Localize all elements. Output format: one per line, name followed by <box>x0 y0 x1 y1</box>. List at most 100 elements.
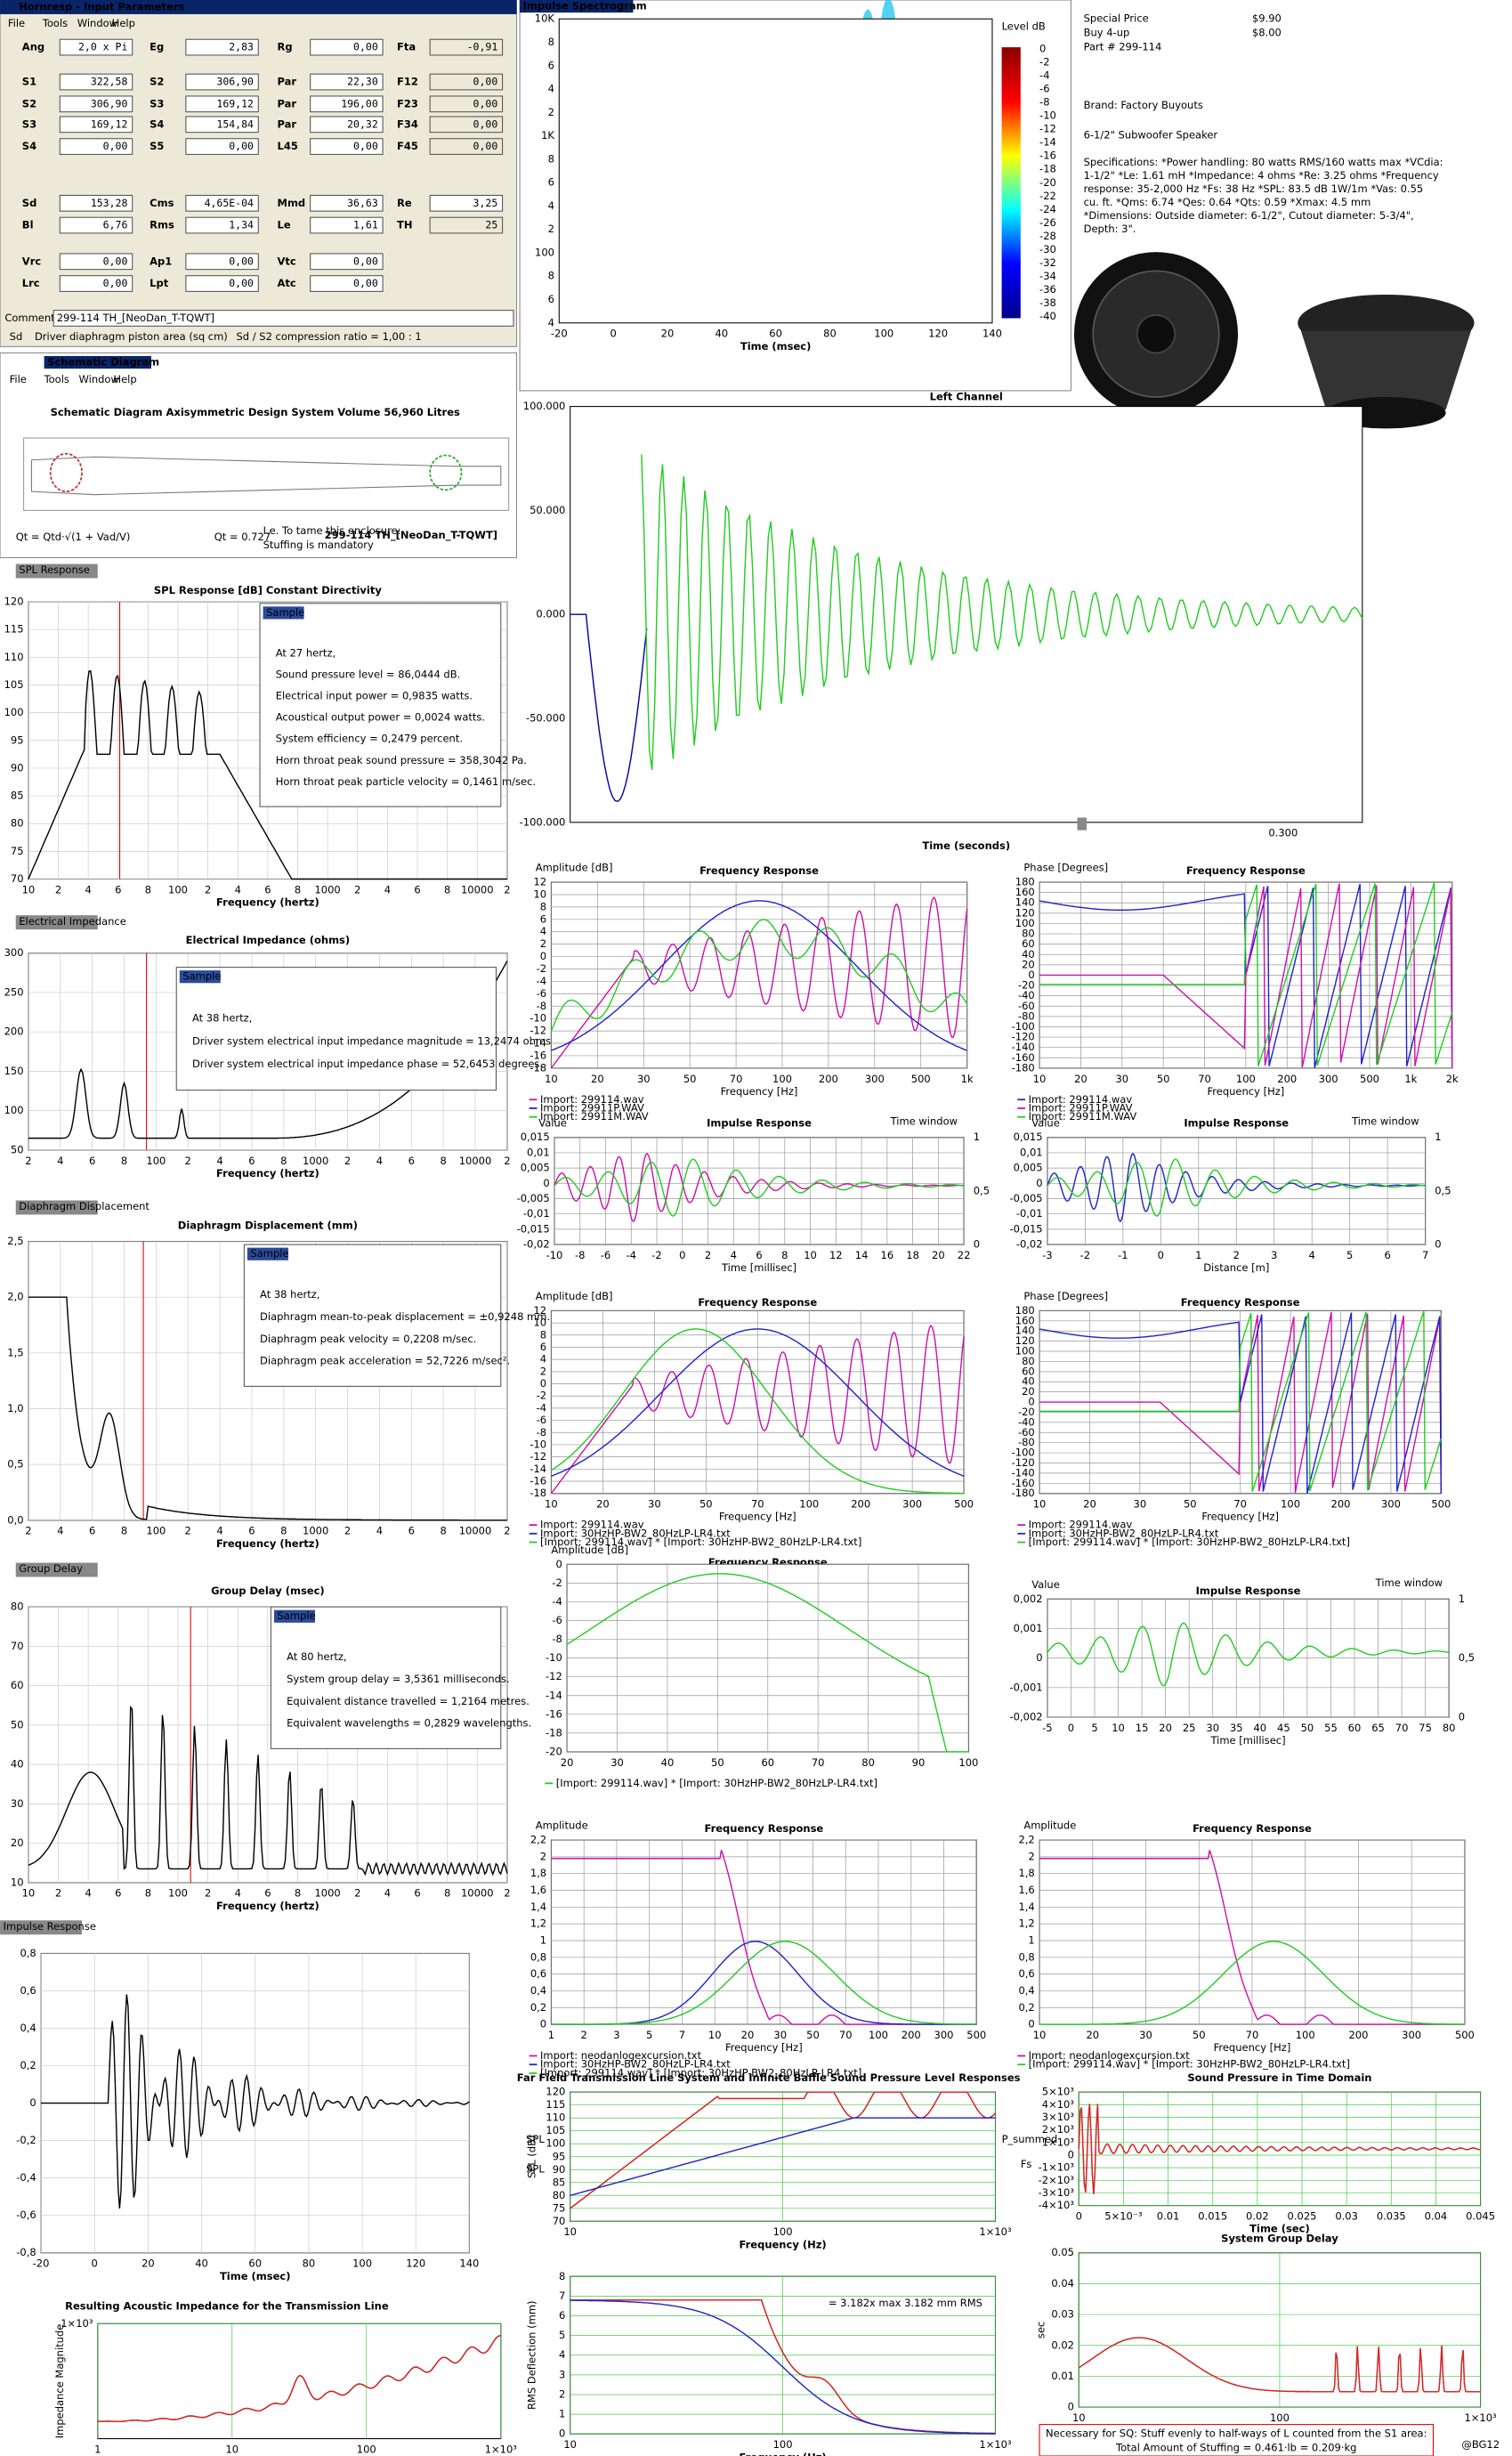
y-tick-label: -0,8 <box>16 2246 36 2258</box>
param-value[interactable]: 0,00 <box>473 140 498 152</box>
y-tick-label: -18 <box>530 1061 546 1074</box>
chart-title: Frequency Response <box>699 864 819 877</box>
y-tick-label: 0,2 <box>530 2001 546 2014</box>
menu-item[interactable]: Window <box>77 17 117 29</box>
param-label: Lpt <box>150 277 169 289</box>
x-tick-label: 80 <box>303 2257 316 2270</box>
tab-label[interactable]: Group Delay <box>19 1562 83 1575</box>
input-box <box>185 216 259 234</box>
x-tick-label: 2 <box>504 1525 510 1537</box>
chart-title: Impulse Response <box>707 1116 812 1129</box>
x-tick-label: 140 <box>982 328 1002 340</box>
param-value[interactable]: 154,84 <box>216 118 254 130</box>
param-value[interactable]: 322,58 <box>91 76 128 88</box>
param-value[interactable]: 20,32 <box>347 118 378 130</box>
param-value[interactable]: 36,63 <box>347 197 378 209</box>
model: 6-1/2" Subwoofer Speaker <box>1084 129 1218 142</box>
param-value[interactable]: 3,25 <box>473 197 498 209</box>
y-tick-label: 60 <box>11 1679 24 1691</box>
y-tick-label: -60 <box>1018 1426 1035 1439</box>
param-value[interactable]: 0,00 <box>353 277 378 289</box>
x-tick-label: 100 <box>773 2438 793 2451</box>
x-tick-label: 1 <box>1195 1249 1201 1261</box>
param-value[interactable]: 6,76 <box>103 219 128 231</box>
menu-item[interactable]: Window <box>79 373 119 385</box>
param-value[interactable]: 0,00 <box>473 118 498 130</box>
param-value[interactable]: -0,91 <box>467 41 498 53</box>
y-tick-label: 5 <box>559 2329 565 2341</box>
param-value[interactable]: 1,34 <box>229 219 254 231</box>
param-value[interactable]: 153,28 <box>91 197 128 209</box>
param-value[interactable]: 0,00 <box>103 140 128 152</box>
param-value[interactable]: 306,90 <box>91 97 128 109</box>
param-value[interactable]: 0,00 <box>229 255 254 267</box>
param-value[interactable]: 0,00 <box>473 76 498 88</box>
tab-label[interactable]: Diaphragm Displacement <box>19 1200 150 1212</box>
x-tick-label: -2 <box>1080 1249 1090 1261</box>
x-tick-label: 4 <box>216 1525 222 1537</box>
param-label: S3 <box>22 118 36 130</box>
tab-label[interactable]: Electrical Impedance <box>19 915 126 928</box>
param-value[interactable]: 169,12 <box>91 118 128 130</box>
x-tick-label: 25 <box>1183 1722 1196 1734</box>
sample-line: Electrical input power = 0,9835 watts. <box>276 689 473 701</box>
x-tick-label: 500 <box>1431 1498 1451 1511</box>
param-value[interactable]: 2,0 x Pi <box>78 41 127 53</box>
param-value[interactable]: 25 <box>485 219 497 231</box>
x-tick-label: 20 <box>1083 1498 1096 1511</box>
param-value[interactable]: 22,30 <box>347 76 378 88</box>
param-value[interactable]: 0,00 <box>353 255 378 267</box>
y2-tick-label: 0 <box>974 1238 980 1251</box>
x-tick-label: 30 <box>773 2029 787 2041</box>
legend-entry: Import: 29911M.WAV <box>1029 1110 1137 1123</box>
input-box <box>59 253 133 271</box>
y-tick-label: 6 <box>540 912 546 925</box>
y-tick-label: 0,2 <box>1018 2001 1034 2014</box>
curve <box>28 1296 507 1521</box>
menu-item[interactable]: Help <box>112 17 135 29</box>
y-tick-label: -8 <box>552 1633 562 1645</box>
x-tick-label: -6 <box>601 1249 610 1261</box>
y-tick-label: 50 <box>11 1718 24 1731</box>
tab-label[interactable]: SPL Response <box>19 563 90 576</box>
param-value[interactable]: 0,00 <box>353 41 378 53</box>
x-tick-label: 20 <box>1159 1722 1172 1734</box>
y2-tick-label: 1 <box>974 1131 980 1143</box>
tab-label[interactable]: Impulse Response <box>4 1920 96 1933</box>
param-value[interactable]: 0,00 <box>229 140 254 152</box>
chart-title: Group Delay (msec) <box>211 1585 325 1597</box>
x-tick-label: 1×10³ <box>485 2443 518 2455</box>
y-tick-label: 7 <box>559 2290 565 2302</box>
menu-item[interactable]: Tools <box>42 17 68 29</box>
x-axis-label: Frequency (hertz) <box>216 1167 319 1179</box>
color-bar-title: Level dB <box>1002 20 1046 33</box>
param-label: Atc <box>278 277 296 289</box>
menu-item[interactable]: File <box>8 17 25 29</box>
param-value[interactable]: 0,00 <box>103 277 128 289</box>
param-value[interactable]: 2,83 <box>229 41 254 53</box>
param-value[interactable]: 306,90 <box>216 76 254 88</box>
x-tick-label: 20 <box>932 1249 945 1261</box>
param-value[interactable]: 0,00 <box>103 255 128 267</box>
plot-area <box>550 1839 977 2025</box>
curve <box>1039 1941 1465 2025</box>
x-tick-label: 6 <box>115 883 121 896</box>
color-bar-label: -8 <box>1039 96 1049 109</box>
y-tick-label: 0.03 <box>1051 2308 1074 2321</box>
scroll-thumb <box>1077 817 1088 831</box>
param-value[interactable]: 196,00 <box>341 97 378 109</box>
menu-item[interactable]: Help <box>113 373 136 385</box>
menu-item[interactable]: Tools <box>44 373 69 385</box>
x-tick-label: 80 <box>823 328 837 340</box>
y-tick-label: 2 <box>540 1365 546 1377</box>
y2-tick-label: 0,5 <box>1435 1184 1451 1196</box>
param-value[interactable]: 4,65E-04 <box>205 197 254 209</box>
param-value[interactable]: 169,12 <box>216 97 254 109</box>
param-value[interactable]: 0,00 <box>473 97 498 109</box>
x-axis-label: Frequency [Hz] <box>1214 2041 1291 2054</box>
x-tick-label: 2 <box>205 1887 211 1900</box>
menu-item[interactable]: File <box>10 373 27 385</box>
param-value[interactable]: 0,00 <box>353 140 378 152</box>
param-value[interactable]: 0,00 <box>229 277 254 289</box>
param-value[interactable]: 1,61 <box>353 219 378 231</box>
